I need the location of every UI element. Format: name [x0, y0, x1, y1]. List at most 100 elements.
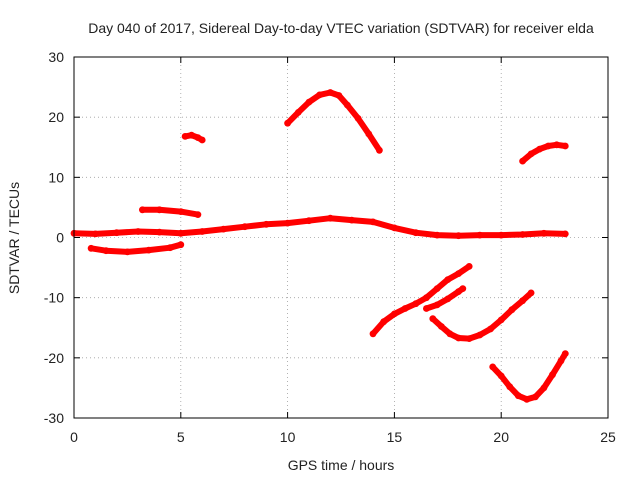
- x-axis-label: GPS time / hours: [288, 457, 395, 473]
- data-point: [444, 276, 452, 283]
- data-point: [139, 206, 146, 214]
- data-point: [316, 91, 323, 99]
- data-point: [156, 206, 163, 214]
- data-point: [134, 228, 142, 235]
- data-point: [284, 119, 291, 127]
- data-point: [188, 131, 195, 139]
- series-arc-h: [489, 350, 569, 403]
- y-tick-label: -30: [44, 410, 64, 426]
- series-arc-c: [181, 131, 206, 144]
- data-point: [527, 289, 535, 297]
- grid-lines: [74, 57, 608, 418]
- data-point: [391, 310, 398, 318]
- data-point: [476, 331, 484, 339]
- data-point: [465, 335, 473, 342]
- data-point: [519, 297, 526, 305]
- y-tick-label: -10: [44, 290, 64, 306]
- y-tick-label: -20: [44, 350, 64, 366]
- data-point: [497, 372, 505, 380]
- series-arc-a: [87, 241, 185, 256]
- series-arc-i: [519, 141, 569, 165]
- data-point: [284, 219, 291, 227]
- plot-frame: [73, 56, 609, 419]
- series-arc-b: [139, 206, 202, 219]
- data-point: [365, 130, 373, 138]
- data-point: [444, 295, 452, 303]
- data-point: [497, 316, 505, 324]
- data-point: [487, 325, 494, 333]
- data-point: [423, 305, 430, 312]
- data-point: [166, 244, 174, 252]
- data-point: [305, 98, 313, 106]
- x-tick-label: 25: [600, 429, 616, 445]
- data-point: [198, 136, 206, 144]
- data-point: [92, 230, 99, 238]
- x-tick-label: 10: [280, 429, 296, 445]
- x-tick-label: 15: [387, 429, 403, 445]
- data-point: [561, 142, 569, 150]
- data-point: [181, 133, 189, 140]
- data-point: [459, 285, 467, 292]
- data-point: [446, 330, 454, 338]
- data-point: [177, 241, 185, 249]
- data-point: [455, 270, 462, 277]
- data-point: [514, 392, 522, 400]
- data-point: [429, 315, 437, 323]
- series-arc-g: [429, 289, 535, 342]
- data-point: [326, 89, 334, 96]
- data-point: [348, 216, 356, 224]
- series-line: [284, 89, 383, 154]
- y-tick-label: 20: [48, 109, 64, 125]
- data-point: [433, 285, 441, 292]
- data-point: [540, 229, 548, 237]
- data-point: [177, 208, 185, 216]
- x-tick-label: 20: [493, 429, 509, 445]
- data-point: [497, 231, 505, 239]
- series-line: [370, 263, 473, 337]
- data-point: [455, 334, 462, 342]
- x-tick-label: 0: [70, 429, 78, 445]
- data-point: [553, 141, 561, 149]
- data-point: [523, 395, 531, 403]
- series-arc-f: [423, 285, 467, 312]
- data-point: [262, 220, 270, 228]
- data-point: [557, 357, 565, 365]
- data-point: [376, 146, 383, 154]
- data-point: [220, 225, 227, 233]
- y-axis-label: SDTVAR / TECUs: [6, 182, 22, 294]
- data-point: [540, 384, 548, 392]
- data-point: [156, 228, 163, 236]
- data-point: [489, 363, 497, 371]
- data-point: [391, 224, 398, 232]
- data-point: [369, 218, 377, 226]
- data-point: [508, 306, 516, 314]
- series-arc-baseline: [70, 214, 569, 240]
- data-point: [519, 157, 526, 165]
- data-point: [401, 305, 409, 312]
- series-line: [139, 206, 201, 218]
- series-arc-d: [284, 89, 383, 154]
- series-line: [71, 215, 569, 239]
- data-point: [369, 330, 377, 338]
- data-point: [294, 109, 302, 116]
- x-tick-labels: 0 5 10 15 20 25: [70, 429, 616, 445]
- x-tick-label: 5: [177, 429, 185, 445]
- data-point: [561, 230, 569, 238]
- data-point: [506, 383, 514, 391]
- data-point: [476, 231, 484, 239]
- data-point: [344, 101, 351, 109]
- data-point: [549, 371, 556, 379]
- y-tick-label: 10: [48, 169, 64, 185]
- data-point: [380, 318, 388, 326]
- data-point: [102, 247, 110, 255]
- data-point: [326, 214, 334, 222]
- data-point: [87, 244, 95, 252]
- data-point: [335, 92, 343, 99]
- data-point: [465, 263, 473, 270]
- data-point: [519, 231, 526, 238]
- y-tick-label: 0: [56, 230, 64, 246]
- data-point: [544, 142, 552, 150]
- data-series: [70, 89, 569, 403]
- data-point: [561, 350, 569, 357]
